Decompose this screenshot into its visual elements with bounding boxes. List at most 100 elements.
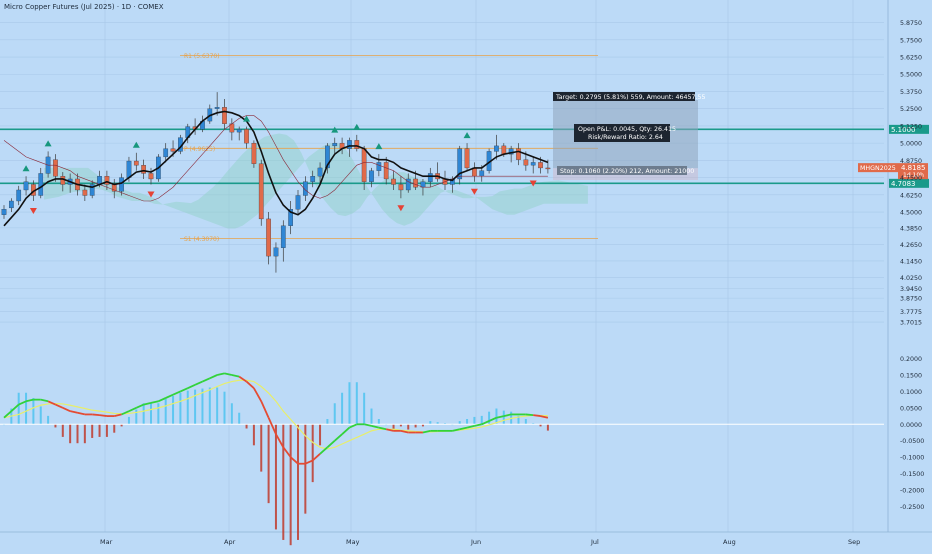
candle-body (251, 142, 257, 164)
macd-segment (326, 440, 336, 448)
histogram-bar (488, 411, 491, 425)
macd-segment (135, 403, 145, 409)
histogram-bar (289, 424, 292, 546)
histogram-bar (76, 424, 79, 444)
macd-segment (69, 410, 78, 414)
macd-segment (290, 456, 299, 465)
candle-body (53, 159, 58, 177)
time-tick-label: Aug (723, 538, 736, 546)
price-tick-label: 4.2650 (900, 242, 922, 249)
macd-segment (349, 423, 358, 429)
macd-segment (474, 423, 482, 427)
pnl-label-bg (574, 124, 670, 142)
macd-segment (3, 410, 12, 419)
candle-body (266, 218, 271, 257)
macd-segment (114, 413, 122, 417)
histogram-bar (304, 424, 307, 514)
histogram-bar (392, 424, 395, 430)
time-tick-label: Jul (590, 538, 599, 546)
kijun-line (3, 115, 548, 202)
histogram-bar (326, 419, 329, 425)
candle-body (310, 176, 316, 182)
candle-body (369, 170, 374, 182)
macd-segment (238, 375, 248, 383)
macd-tick-label: 0.1000 (900, 389, 922, 396)
histogram-bar (164, 399, 167, 425)
histogram-bar (495, 408, 498, 425)
histogram-bar (127, 416, 130, 425)
time-tick-label: Mar (100, 538, 113, 546)
candle-body (89, 184, 95, 196)
histogram-bar (83, 424, 86, 444)
position-rr: Risk/Reward Ratio: 2.64 (588, 134, 663, 141)
macd-segment (55, 403, 64, 409)
target-label-bg (553, 92, 695, 101)
histogram-bar (414, 424, 417, 428)
candle-body (501, 145, 507, 155)
histogram-bar (150, 403, 152, 425)
macd-tick-label: -0.2000 (900, 488, 924, 495)
signal-up-marker (353, 123, 361, 130)
candle-body (258, 163, 264, 220)
macd-segment (180, 387, 189, 393)
candle-body (317, 167, 323, 177)
macd-segment (157, 397, 167, 403)
candle-body (413, 178, 418, 188)
macd-segment (503, 413, 512, 417)
macd-segment (25, 398, 34, 403)
price-tick-label: 5.2500 (900, 106, 922, 113)
histogram-bar (113, 424, 116, 433)
macd-segment (143, 402, 152, 406)
candle-body (141, 165, 146, 174)
macd-segment (496, 415, 504, 419)
stop-label-bg (557, 166, 687, 175)
candle-body (530, 162, 536, 166)
histogram-bar (25, 392, 28, 425)
macd-segment (400, 429, 409, 434)
signal-down-marker (470, 188, 478, 195)
candle-body (383, 162, 389, 180)
price-tick-label: 5.0000 (900, 141, 922, 148)
macd-segment (488, 416, 497, 422)
histogram-bar (421, 424, 424, 427)
ichimoku-cloud (44, 133, 588, 229)
level-label-resistance: 5.1000 (891, 126, 916, 134)
macd-segment (378, 426, 387, 431)
candle-body (347, 140, 352, 149)
price-tick-label: 3.7015 (900, 320, 922, 327)
macd-segment (172, 390, 181, 396)
macd-histogram (3, 382, 549, 546)
candle-body (516, 148, 521, 160)
candle-body (354, 140, 360, 149)
price-tick-label: 5.6250 (900, 55, 922, 62)
candle-body (82, 189, 88, 196)
price-tick-label: 3.8750 (900, 296, 922, 303)
candle-body (16, 189, 22, 202)
histogram-bar (341, 392, 344, 425)
macd-segment (150, 400, 159, 404)
price-tick-label: 5.1250 (900, 123, 922, 130)
pivot-label: S1 (4.3070) (184, 236, 219, 243)
candle-body (244, 129, 249, 144)
signal-markers (22, 115, 537, 214)
macd-tick-label: 0.2000 (900, 356, 922, 363)
histogram-bar (370, 408, 373, 425)
histogram-bar (194, 389, 197, 425)
candle-body (295, 195, 301, 210)
histogram-bar (539, 424, 542, 427)
candle-body (508, 148, 514, 155)
signal-up-marker (132, 141, 140, 148)
candle-body (1, 209, 7, 215)
macd-segment (209, 374, 218, 380)
candle-body (523, 159, 529, 166)
position-target: Target: 0.2795 (5.81%) 559, Amount: 4645… (555, 94, 706, 101)
histogram-bar (480, 415, 483, 425)
histogram-bar (216, 387, 219, 425)
macd-segment (216, 372, 225, 376)
histogram-bar (91, 424, 94, 438)
histogram-bar (135, 409, 138, 425)
histogram-bar (348, 382, 351, 425)
chart-title: Micro Copper Futures (Jul 2025) · 1D · C… (4, 3, 164, 11)
histogram-bar (532, 423, 535, 425)
macd-segment (525, 413, 534, 416)
